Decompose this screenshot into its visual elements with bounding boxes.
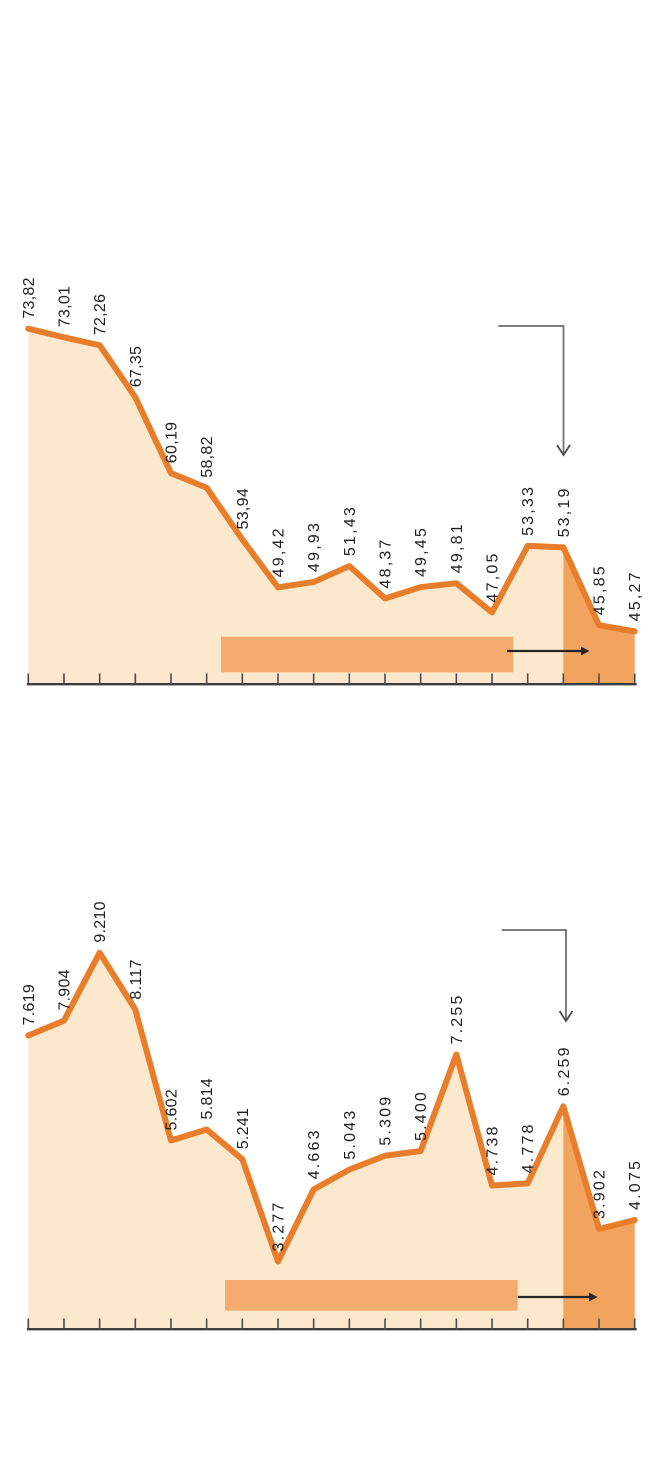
value-label: 49,45 xyxy=(413,526,430,577)
axis-ticks xyxy=(27,673,636,684)
value-label: 6.259 xyxy=(556,1045,573,1096)
axis-ticks xyxy=(27,1318,636,1329)
top-chart: 73,82 73,01 72,26 67,35 60,19 58,82 53,94 49,42… xyxy=(21,277,644,686)
value-label: 60,19 xyxy=(163,422,180,464)
value-label: 4.778 xyxy=(520,1122,537,1173)
value-label: 67,35 xyxy=(128,346,145,388)
area-fill xyxy=(28,328,635,683)
value-label: 5.241 xyxy=(235,1108,252,1150)
value-label: 7.619 xyxy=(21,984,38,1026)
value-label: 5.602 xyxy=(163,1089,180,1131)
value-label: 48,37 xyxy=(378,537,395,588)
highlight-bar xyxy=(221,636,513,673)
value-label: 51,43 xyxy=(342,505,359,556)
value-label: 3.277 xyxy=(270,1200,287,1251)
value-label: 53,19 xyxy=(556,486,573,537)
value-label: 53,33 xyxy=(520,485,537,536)
value-label: 9.210 xyxy=(92,901,109,943)
value-label: 5.400 xyxy=(413,1090,430,1141)
value-label: 4.075 xyxy=(627,1159,644,1210)
callout-arrow xyxy=(501,929,567,1020)
value-label: 73,01 xyxy=(56,286,73,328)
trend-line xyxy=(25,325,638,635)
shift-arrow-head xyxy=(581,646,590,656)
highlight-bar xyxy=(225,1280,518,1311)
value-label: 72,26 xyxy=(92,294,109,336)
callout-arrow xyxy=(498,325,565,454)
value-label: 49,81 xyxy=(449,522,466,573)
value-label: 3.902 xyxy=(592,1168,609,1219)
callout-arrow-head xyxy=(558,1010,574,1023)
shift-arrow-head xyxy=(589,1292,598,1302)
value-label: 7.904 xyxy=(56,969,73,1011)
value-label: 73,82 xyxy=(21,277,38,319)
value-label: 4.663 xyxy=(306,1128,323,1179)
value-labels: 73,82 73,01 72,26 67,35 60,19 58,82 53,94 49,42… xyxy=(21,277,644,621)
value-label: 49,93 xyxy=(306,521,323,572)
value-label: 45,27 xyxy=(627,570,644,621)
highlight-area xyxy=(563,1106,635,1328)
value-label: 5.309 xyxy=(378,1095,395,1146)
value-label: 5.043 xyxy=(342,1109,359,1160)
bottom-chart: 7.619 7.904 9.210 8.117 5.602 5.814 5.241 3.277… xyxy=(21,901,644,1331)
callout-arrow-head xyxy=(556,444,571,457)
value-label: 8.117 xyxy=(128,959,145,999)
value-labels: 7.619 7.904 9.210 8.117 5.602 5.814 5.241 3.277… xyxy=(21,901,644,1251)
value-label: 47,05 xyxy=(485,551,502,602)
value-label: 53,94 xyxy=(235,488,252,530)
value-label: 4.738 xyxy=(485,1124,502,1175)
value-label: 5.814 xyxy=(199,1078,216,1120)
value-label: 58,82 xyxy=(199,436,216,478)
value-label: 7.255 xyxy=(449,993,466,1044)
trend-line xyxy=(25,949,638,1265)
value-label: 45,85 xyxy=(592,564,609,615)
area-fill xyxy=(28,952,635,1328)
value-label: 49,42 xyxy=(270,526,287,577)
